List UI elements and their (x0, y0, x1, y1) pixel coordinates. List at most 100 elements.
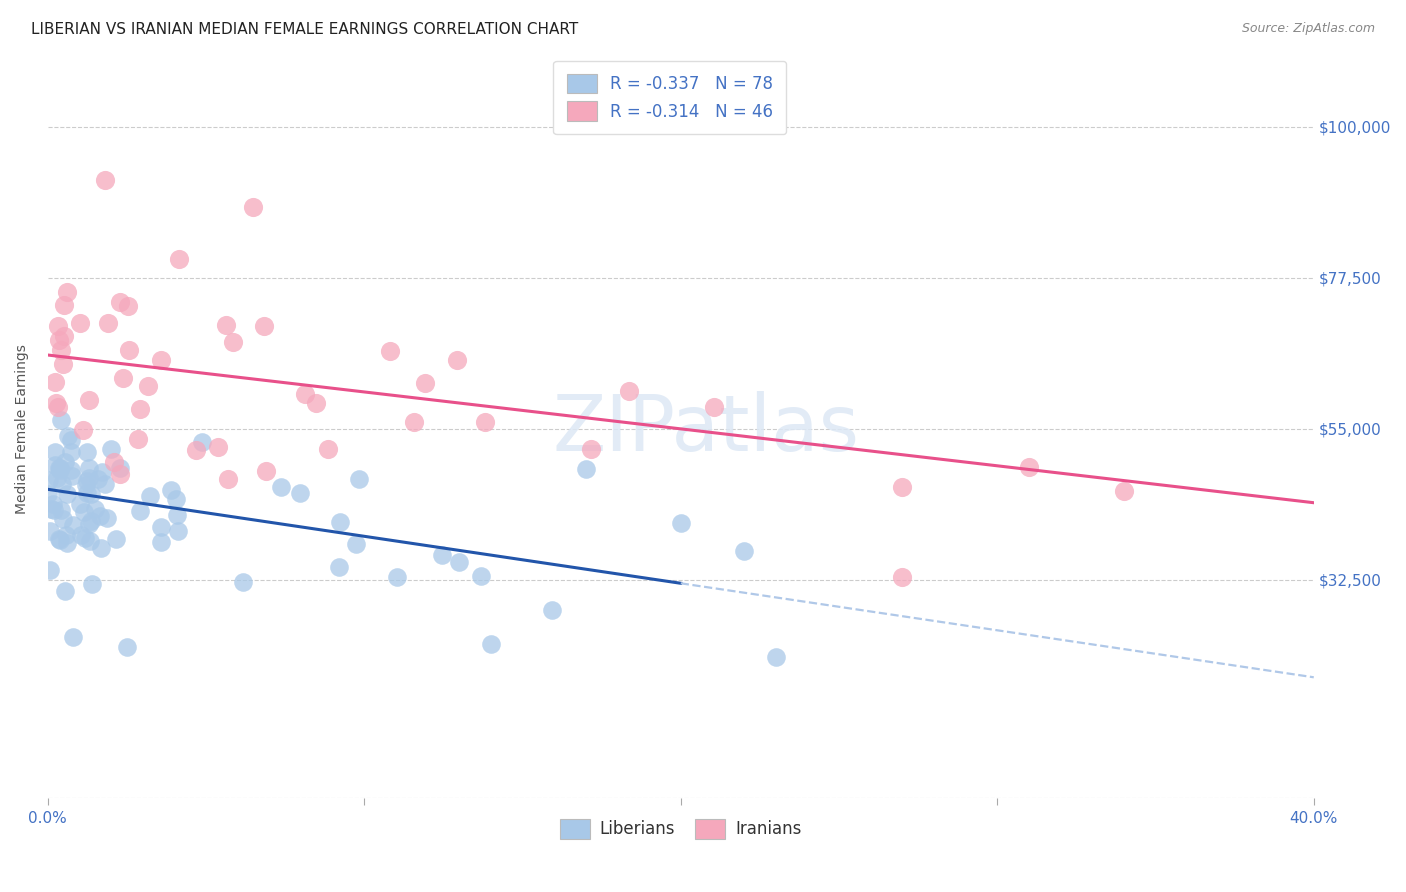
Point (215, 318, 238, 333)
Point (446, 353, 468, 368)
Point (45, 396, 67, 410)
Point (87, 472, 110, 486)
Point (669, 516, 692, 530)
Point (139, 490, 162, 504)
Point (83, 502, 105, 516)
Point (53, 584, 76, 599)
Point (76, 486, 98, 500)
Point (90, 541, 112, 555)
Point (127, 432, 149, 446)
Point (703, 401, 725, 415)
Y-axis label: Median Female Earnings: Median Female Earnings (15, 344, 30, 514)
Point (39, 501, 62, 516)
Point (108, 467, 131, 481)
Point (575, 462, 598, 476)
Point (108, 295, 131, 310)
Point (128, 402, 150, 417)
Point (402, 415, 425, 429)
Point (288, 485, 311, 500)
Point (69, 316, 91, 330)
Point (44, 375, 66, 389)
Point (76, 445, 98, 459)
Point (38, 563, 60, 577)
Text: Source: ZipAtlas.com: Source: ZipAtlas.com (1241, 22, 1375, 36)
Point (217, 472, 239, 486)
Point (253, 318, 276, 333)
Point (37, 486, 59, 500)
Point (56, 487, 79, 501)
Point (129, 504, 152, 518)
Point (46, 400, 69, 414)
Point (115, 640, 138, 654)
Point (316, 442, 339, 456)
Point (42, 503, 65, 517)
Point (108, 461, 131, 475)
Point (49, 413, 72, 427)
Point (891, 479, 914, 493)
Point (470, 569, 492, 583)
Point (76, 478, 98, 492)
Point (77, 393, 100, 408)
Point (617, 384, 640, 398)
Point (541, 603, 564, 617)
Point (329, 515, 352, 529)
Point (207, 440, 229, 454)
Point (60, 433, 83, 447)
Point (136, 379, 159, 393)
Point (48, 333, 70, 347)
Point (166, 508, 188, 523)
Point (52, 512, 75, 526)
Point (77, 460, 100, 475)
Point (62, 630, 84, 644)
Point (38, 524, 60, 539)
Point (38, 473, 60, 487)
Point (1018, 460, 1040, 475)
Point (73, 532, 96, 546)
Point (305, 396, 328, 410)
Point (96, 510, 118, 524)
Point (191, 434, 214, 449)
Point (150, 353, 173, 368)
Point (270, 480, 292, 494)
Point (93, 173, 115, 187)
Point (160, 483, 183, 497)
Point (51, 476, 73, 491)
Point (48, 532, 70, 546)
Point (347, 472, 370, 486)
Point (77, 517, 100, 532)
Point (72, 505, 94, 519)
Point (1112, 483, 1135, 498)
Point (91, 465, 114, 479)
Point (76, 474, 98, 488)
Point (62, 517, 84, 532)
Point (52, 329, 75, 343)
Point (42, 497, 65, 511)
Point (474, 415, 496, 429)
Point (55, 536, 77, 550)
Point (242, 200, 264, 214)
Point (55, 285, 77, 299)
Point (56, 428, 79, 442)
Point (105, 532, 128, 546)
Point (167, 252, 190, 267)
Point (44, 458, 66, 473)
Point (60, 469, 83, 483)
Point (344, 536, 367, 550)
Point (294, 387, 316, 401)
Point (232, 575, 254, 590)
Point (387, 569, 409, 583)
Point (89, 509, 111, 524)
Point (117, 343, 139, 357)
Point (328, 560, 350, 574)
Text: ZIPatlas: ZIPatlas (553, 391, 859, 467)
Point (380, 344, 402, 359)
Point (579, 442, 602, 457)
Point (46, 319, 69, 334)
Point (52, 357, 75, 371)
Point (72, 423, 94, 437)
Point (46, 471, 69, 485)
Point (432, 548, 454, 562)
Point (94, 476, 117, 491)
Point (96, 316, 118, 330)
Point (733, 544, 755, 558)
